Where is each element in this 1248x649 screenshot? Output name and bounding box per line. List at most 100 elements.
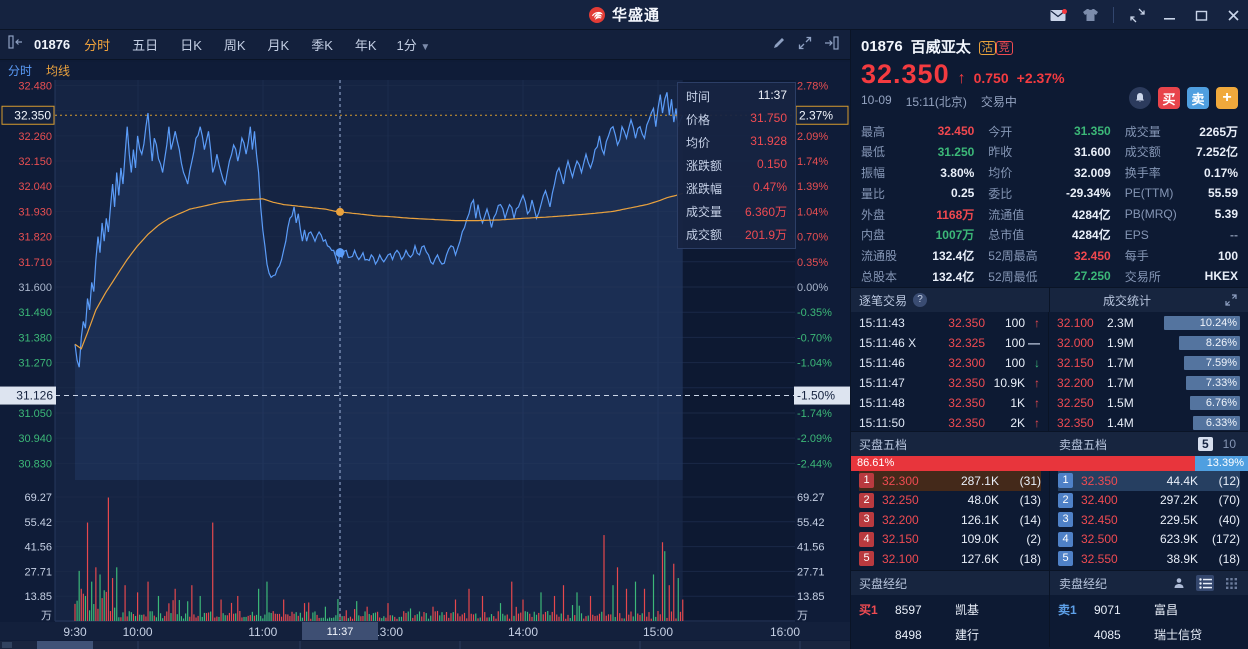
bid-level-5[interactable]: 5 32.100 127.6K (18)	[859, 549, 1041, 569]
buy-button[interactable]: 买	[1158, 87, 1180, 109]
mail-icon[interactable]	[1049, 7, 1067, 23]
trade-stat-bar: 6.76%	[1190, 396, 1241, 410]
fullscreen-icon[interactable]	[798, 36, 812, 55]
grid-icon[interactable]	[1222, 575, 1240, 591]
alert-bell-button[interactable]	[1129, 87, 1151, 109]
tab-分时[interactable]: 分时	[84, 38, 111, 53]
ask-level-3[interactable]: 3 32.450 229.5K (40)	[1058, 510, 1240, 530]
quote-header: 01876 百威亚太 沽竞 32.350 ↑ 0.750 +2.37% 10-0…	[851, 30, 1248, 115]
svg-text:9:30: 9:30	[63, 625, 87, 639]
svg-text:69.27: 69.27	[24, 492, 52, 504]
expand-icon[interactable]	[1222, 292, 1240, 308]
tick-trade-row[interactable]: 15:11:46 X 32.325 100—	[859, 336, 1041, 350]
svg-text:32.260: 32.260	[18, 131, 52, 143]
trade-stat-row[interactable]: 32.000 1.9M 8.26%	[1057, 333, 1241, 353]
bid-level-3[interactable]: 3 32.200 126.1K (14)	[859, 510, 1041, 530]
collapse-right-icon[interactable]	[824, 35, 840, 55]
period-select[interactable]: 1分 ▼	[396, 38, 431, 53]
trade-stat-row[interactable]: 32.200 1.7M 7.33%	[1057, 373, 1241, 393]
svg-text:11:37: 11:37	[327, 626, 354, 638]
maximize-icon[interactable]	[1192, 7, 1210, 23]
tab-日K[interactable]: 日K	[180, 38, 202, 53]
broker-row[interactable]: 8498 建行	[895, 627, 980, 643]
depth-level-10[interactable]: 10	[1222, 437, 1236, 451]
svg-text:32.480: 32.480	[18, 80, 52, 92]
tab-周K[interactable]: 周K	[223, 38, 246, 53]
stat-量比: 量比 0.25	[861, 186, 975, 201]
toolbar-stock-code: 01876	[34, 37, 71, 52]
svg-text:-0.35%: -0.35%	[797, 307, 832, 319]
price-change-percent: +2.37%	[1016, 70, 1065, 86]
svg-text:2.09%: 2.09%	[797, 131, 828, 143]
bid-level-1[interactable]: 1 32.300 287.1K (31)	[859, 471, 1041, 491]
svg-text:1.39%: 1.39%	[797, 181, 828, 193]
minimize-icon[interactable]	[1160, 7, 1178, 23]
close-icon[interactable]	[1224, 7, 1242, 23]
tab-月K[interactable]: 月K	[267, 38, 290, 53]
stat-流通股: 流通股 132.4亿	[861, 249, 975, 263]
tab-五日[interactable]: 五日	[132, 38, 159, 53]
trade-stat-row[interactable]: 32.100 2.3M 10.24%	[1057, 313, 1241, 333]
sell-button[interactable]: 卖	[1187, 87, 1209, 109]
scrollbar-handle[interactable]	[37, 641, 93, 649]
svg-text:2.37%: 2.37%	[799, 108, 833, 122]
svg-text:31.490: 31.490	[18, 307, 52, 319]
legend-minute-line[interactable]: 分时	[8, 64, 33, 78]
crosshair-price-dot	[335, 248, 345, 258]
trade-stat-row[interactable]: 32.350 1.4M 6.33%	[1057, 413, 1241, 433]
stat-内盘: 内盘 1007万	[861, 228, 975, 243]
svg-text:2.78%: 2.78%	[797, 80, 828, 92]
chart-scrollbar[interactable]	[0, 641, 850, 649]
svg-text:1.74%: 1.74%	[797, 156, 828, 168]
help-icon[interactable]: ?	[913, 293, 928, 307]
svg-text:32.150: 32.150	[18, 156, 52, 168]
kline-tabs: 分时 五日 日K 周K 月K 季K 年K	[84, 35, 376, 54]
ask-level-2[interactable]: 2 32.400 297.2K (70)	[1058, 491, 1240, 511]
dock-icon[interactable]	[1128, 7, 1146, 23]
svg-text:-1.50%: -1.50%	[797, 389, 835, 403]
tab-季K[interactable]: 季K	[311, 38, 333, 53]
svg-text:13.85: 13.85	[24, 591, 52, 603]
badge-竞[interactable]: 竞	[995, 40, 1013, 55]
ask-level-1[interactable]: 1 32.350 44.4K (12)	[1058, 471, 1240, 491]
stat-均价: 均价 32.009	[988, 165, 1111, 181]
trade-stat-row[interactable]: 32.250 1.5M 6.76%	[1057, 393, 1241, 413]
quote-actions: 买 卖 +	[1129, 87, 1238, 109]
broker-row[interactable]: 4085 瑞士信贷	[1094, 627, 1203, 643]
bid-ratio: 86.61%	[851, 456, 1195, 471]
tick-trade-row[interactable]: 15:11:43 32.350 100 ↑	[859, 316, 1041, 330]
add-watchlist-button[interactable]: +	[1216, 87, 1238, 109]
shirt-icon[interactable]	[1081, 7, 1099, 23]
tick-trade-row[interactable]: 15:11:48 32.350 1K ↑	[859, 396, 1041, 410]
tick-trade-row[interactable]: 15:11:46 32.300 100 ↓	[859, 356, 1041, 370]
svg-text:31.126: 31.126	[16, 389, 53, 403]
svg-text:-0.70%: -0.70%	[797, 332, 832, 344]
tick-trade-row[interactable]: 15:11:47 32.350 10.9K ↑	[859, 376, 1041, 390]
person-icon[interactable]	[1170, 575, 1188, 591]
bid-level-4[interactable]: 4 32.150 109.0K (2)	[859, 530, 1041, 550]
stock-code: 01876	[861, 38, 903, 55]
list-icon[interactable]	[1196, 575, 1214, 591]
bid-level-2[interactable]: 2 32.250 48.0K (13)	[859, 491, 1041, 511]
stat-52周最高: 52周最高 32.450	[988, 248, 1111, 264]
up-arrow-icon: ↑	[1034, 416, 1041, 430]
depth-level-5[interactable]: 5	[1197, 437, 1213, 451]
broker-row[interactable]: 卖1 9071 富昌	[1058, 602, 1179, 618]
tab-年K[interactable]: 年K	[354, 38, 377, 53]
trade-stat-row[interactable]: 32.150 1.7M 7.59%	[1057, 353, 1241, 373]
ask-level-4[interactable]: 4 32.500 623.9K (172)	[1058, 530, 1240, 550]
legend-avg-line[interactable]: 均线	[46, 64, 71, 78]
up-arrow-icon: ↑	[1034, 316, 1041, 330]
broker-row[interactable]: 买1 8597 凯基	[859, 602, 980, 618]
collapse-left-panel-icon[interactable]	[8, 35, 24, 54]
trade-stats-list: 32.100 2.3M 10.24% 32.000 1.9M 8.26% 32.150 1.7…	[1049, 312, 1248, 432]
tick-trade-row[interactable]: 15:11:50 32.350 2K ↑	[859, 416, 1041, 430]
ask-level-5[interactable]: 5 32.550 38.9K (18)	[1058, 549, 1240, 569]
stat-总股本: 总股本 132.4亿	[861, 269, 975, 284]
tick-trade-list: 15:11:43 32.350 100 ↑ 15:11:46 X 32.325 100— 15…	[851, 312, 1048, 432]
stat-总市值: 总市值 4284亿	[988, 228, 1111, 243]
draw-icon[interactable]	[772, 36, 786, 55]
volume-axis: 69.27 69.27 55.42 55.42 41.56 41.56 27.71 27.71…	[24, 492, 824, 622]
chart-legend: 分时 均线	[8, 62, 70, 79]
badge-沽[interactable]: 沽	[978, 40, 996, 55]
